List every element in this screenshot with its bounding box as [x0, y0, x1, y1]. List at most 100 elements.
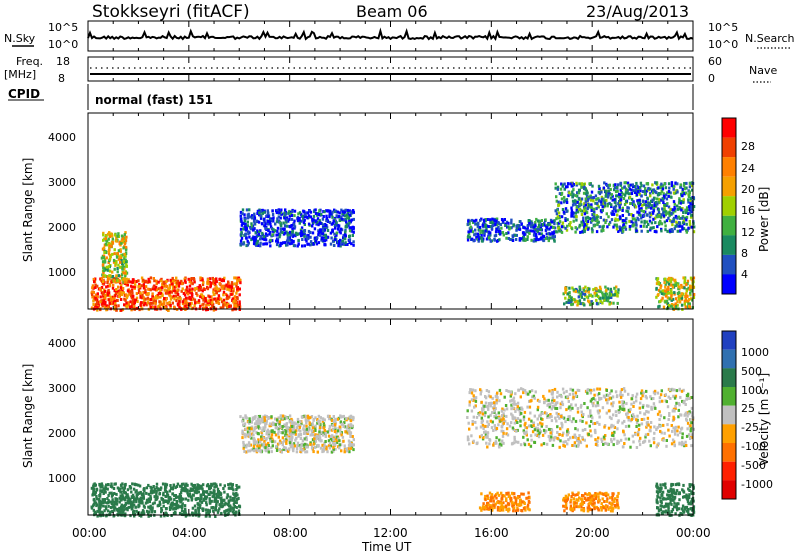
- velocity-cell: [214, 508, 217, 512]
- velocity-cell: [334, 417, 337, 421]
- power-cell: [268, 240, 271, 244]
- power-cell: [662, 201, 665, 204]
- power-cell: [228, 305, 231, 308]
- power-cell: [114, 292, 118, 295]
- velocity-cell: [232, 512, 236, 516]
- power-cell: [543, 223, 546, 227]
- velocity-cell: [236, 486, 239, 490]
- power-cell: [566, 292, 570, 296]
- power-cell: [681, 200, 685, 204]
- velocity-cell: [96, 497, 99, 501]
- velocity-cell: [215, 495, 218, 499]
- power-cell: [666, 278, 670, 282]
- power-cell: [636, 199, 639, 203]
- power-cell: [597, 295, 600, 298]
- power-cell: [621, 229, 625, 233]
- power-cell: [169, 278, 172, 282]
- power-cell: [565, 300, 568, 304]
- power-cell: [601, 225, 604, 229]
- velocity-cell: [193, 490, 197, 494]
- power-cell: [155, 282, 158, 286]
- power-cbar-tick-8: 8: [741, 247, 748, 260]
- velocity-cell: [326, 450, 329, 454]
- power-cell: [135, 280, 138, 283]
- power-cell: [122, 277, 125, 281]
- velocity-cell: [209, 490, 212, 494]
- power-cell: [263, 220, 266, 224]
- velocity-cell: [265, 419, 268, 423]
- power-cell: [102, 254, 106, 258]
- power-cell: [602, 224, 605, 228]
- power-cell: [480, 236, 483, 240]
- power-cell: [151, 292, 154, 296]
- velocity-cell: [285, 424, 288, 428]
- velocity-cell: [149, 514, 152, 518]
- power-cell: [240, 242, 243, 246]
- velocity-cell: [130, 507, 134, 511]
- velocity-cell: [120, 498, 123, 502]
- power-cell: [666, 202, 669, 206]
- power-cell: [524, 238, 527, 242]
- power-cell: [152, 297, 155, 301]
- power-cell: [106, 275, 110, 279]
- power-cell: [185, 290, 188, 294]
- velocity-cell: [343, 450, 346, 454]
- power-cell: [286, 243, 289, 247]
- velocity-cell: [285, 422, 288, 426]
- power-cell: [257, 220, 261, 224]
- power-cell: [685, 283, 688, 287]
- power-cell: [628, 219, 631, 223]
- power-cell: [638, 211, 641, 215]
- power-cell: [633, 203, 636, 207]
- power-cell: [640, 209, 643, 213]
- power-cell: [186, 301, 189, 305]
- power-cell: [119, 298, 123, 301]
- power-cell: [313, 236, 317, 240]
- power-cell: [582, 287, 585, 291]
- power-cell: [272, 228, 275, 232]
- power-cell: [279, 243, 282, 247]
- power-cell: [178, 299, 181, 303]
- velocity-cell: [295, 436, 298, 440]
- power-cell: [108, 246, 111, 250]
- power-cell: [258, 211, 261, 215]
- power-cell: [674, 191, 678, 195]
- power-cell: [682, 276, 685, 280]
- velocity-cell: [145, 498, 149, 502]
- power-cell: [205, 303, 208, 307]
- power-cell: [641, 203, 644, 207]
- power-cell: [674, 306, 678, 310]
- power-cell: [678, 199, 681, 203]
- velocity-cell: [123, 504, 127, 507]
- power-cell: [589, 303, 592, 307]
- velocity-cell: [180, 509, 184, 513]
- power-cell: [636, 184, 639, 188]
- velocity-cell: [619, 438, 623, 442]
- power-cell: [643, 221, 646, 225]
- velocity-cell: [242, 416, 245, 420]
- power-cell: [588, 182, 591, 186]
- power-colorbar: [721, 117, 737, 295]
- power-cell: [575, 181, 578, 185]
- power-cell: [190, 279, 193, 283]
- power-cell: [540, 219, 543, 222]
- power-cell: [339, 227, 343, 231]
- velocity-cell: [99, 514, 102, 518]
- power-cell: [619, 198, 623, 202]
- velocity-cell: [312, 450, 315, 454]
- power-cell: [305, 211, 308, 215]
- power-cell: [255, 242, 258, 245]
- power-cell: [501, 231, 505, 234]
- power-cell: [327, 209, 330, 213]
- power-cell: [491, 217, 494, 221]
- velocity-cell: [306, 445, 309, 449]
- velocity-cell: [276, 418, 279, 422]
- power-cell: [632, 185, 635, 189]
- power-cell: [279, 230, 283, 234]
- power-cell: [121, 237, 124, 240]
- velocity-cell: [123, 498, 127, 502]
- velocity-cell: [169, 484, 172, 487]
- power-cell: [121, 239, 124, 243]
- velocity-cell: [184, 509, 187, 513]
- velocity-cell: [120, 509, 124, 513]
